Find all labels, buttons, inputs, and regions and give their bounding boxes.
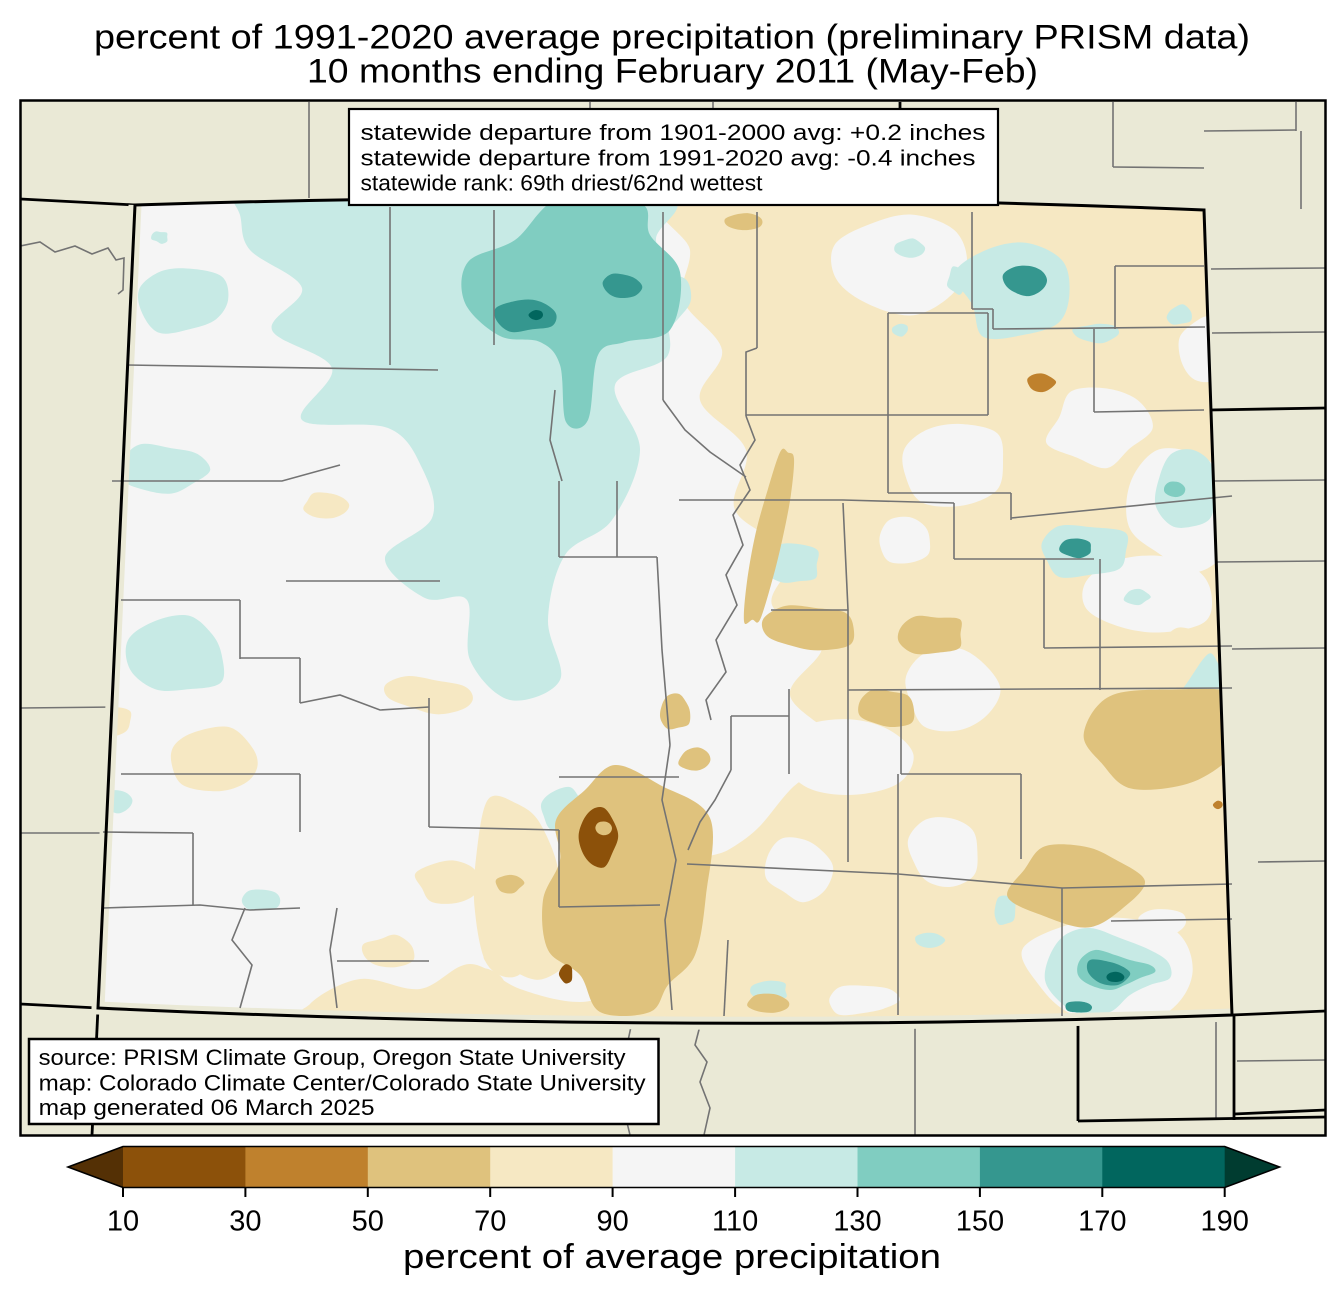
svg-text:map generated 06 March 2025: map generated 06 March 2025 <box>39 1095 375 1120</box>
svg-text:90: 90 <box>596 1206 628 1238</box>
svg-text:percent of 1991-2020 average p: percent of 1991-2020 average precipitati… <box>94 18 1250 56</box>
svg-text:70: 70 <box>474 1206 506 1238</box>
svg-text:source: PRISM Climate Group, O: source: PRISM Climate Group, Oregon Stat… <box>39 1045 627 1070</box>
svg-text:statewide departure from 1901-: statewide departure from 1901-2000 avg: … <box>361 120 986 145</box>
svg-text:130: 130 <box>833 1206 881 1238</box>
svg-text:110: 110 <box>712 1206 758 1238</box>
svg-text:190: 190 <box>1201 1206 1249 1238</box>
svg-text:150: 150 <box>956 1206 1004 1238</box>
svg-text:map: Colorado Climate Center/C: map: Colorado Climate Center/Colorado St… <box>39 1070 647 1095</box>
svg-text:statewide departure from 1991-: statewide departure from 1991-2020 avg: … <box>361 146 976 171</box>
svg-text:percent of average precipitati: percent of average precipitation <box>403 1238 941 1276</box>
svg-text:10 months ending February 2011: 10 months ending February 2011 (May-Feb) <box>307 52 1038 90</box>
svg-text:50: 50 <box>352 1206 384 1238</box>
svg-text:statewide rank: 69th driest/62: statewide rank: 69th driest/62nd wettest <box>361 171 764 196</box>
svg-text:170: 170 <box>1078 1206 1126 1238</box>
svg-text:30: 30 <box>229 1206 261 1238</box>
svg-text:10: 10 <box>107 1206 139 1238</box>
